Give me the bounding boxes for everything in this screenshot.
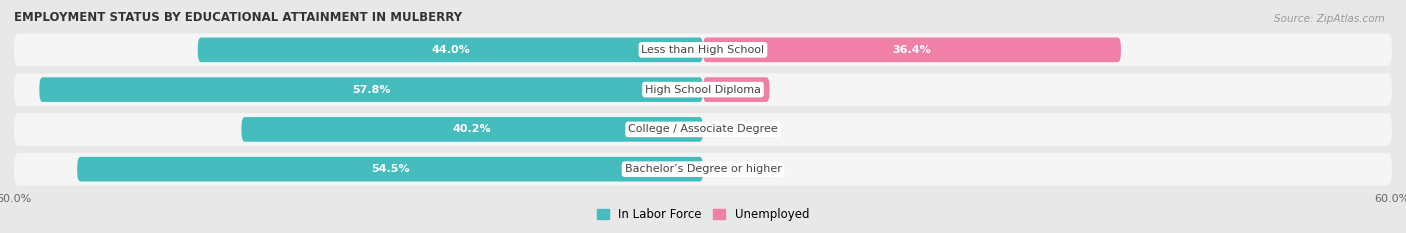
FancyBboxPatch shape <box>242 117 703 142</box>
Text: 40.2%: 40.2% <box>453 124 492 134</box>
Text: 0.0%: 0.0% <box>709 124 740 134</box>
Legend: In Labor Force, Unemployed: In Labor Force, Unemployed <box>598 208 808 221</box>
Text: 36.4%: 36.4% <box>893 45 931 55</box>
FancyBboxPatch shape <box>14 34 1392 66</box>
FancyBboxPatch shape <box>703 38 1121 62</box>
Text: College / Associate Degree: College / Associate Degree <box>628 124 778 134</box>
Text: 0.0%: 0.0% <box>709 164 740 174</box>
FancyBboxPatch shape <box>39 77 703 102</box>
Text: EMPLOYMENT STATUS BY EDUCATIONAL ATTAINMENT IN MULBERRY: EMPLOYMENT STATUS BY EDUCATIONAL ATTAINM… <box>14 11 463 24</box>
Text: Bachelor’s Degree or higher: Bachelor’s Degree or higher <box>624 164 782 174</box>
FancyBboxPatch shape <box>14 113 1392 146</box>
Text: Source: ZipAtlas.com: Source: ZipAtlas.com <box>1274 14 1385 24</box>
Text: 54.5%: 54.5% <box>371 164 409 174</box>
Text: High School Diploma: High School Diploma <box>645 85 761 95</box>
FancyBboxPatch shape <box>703 77 769 102</box>
FancyBboxPatch shape <box>77 157 703 182</box>
FancyBboxPatch shape <box>14 73 1392 106</box>
Text: 5.8%: 5.8% <box>721 85 752 95</box>
FancyBboxPatch shape <box>198 38 703 62</box>
Text: Less than High School: Less than High School <box>641 45 765 55</box>
Text: 44.0%: 44.0% <box>432 45 470 55</box>
FancyBboxPatch shape <box>14 153 1392 185</box>
Text: 57.8%: 57.8% <box>352 85 391 95</box>
